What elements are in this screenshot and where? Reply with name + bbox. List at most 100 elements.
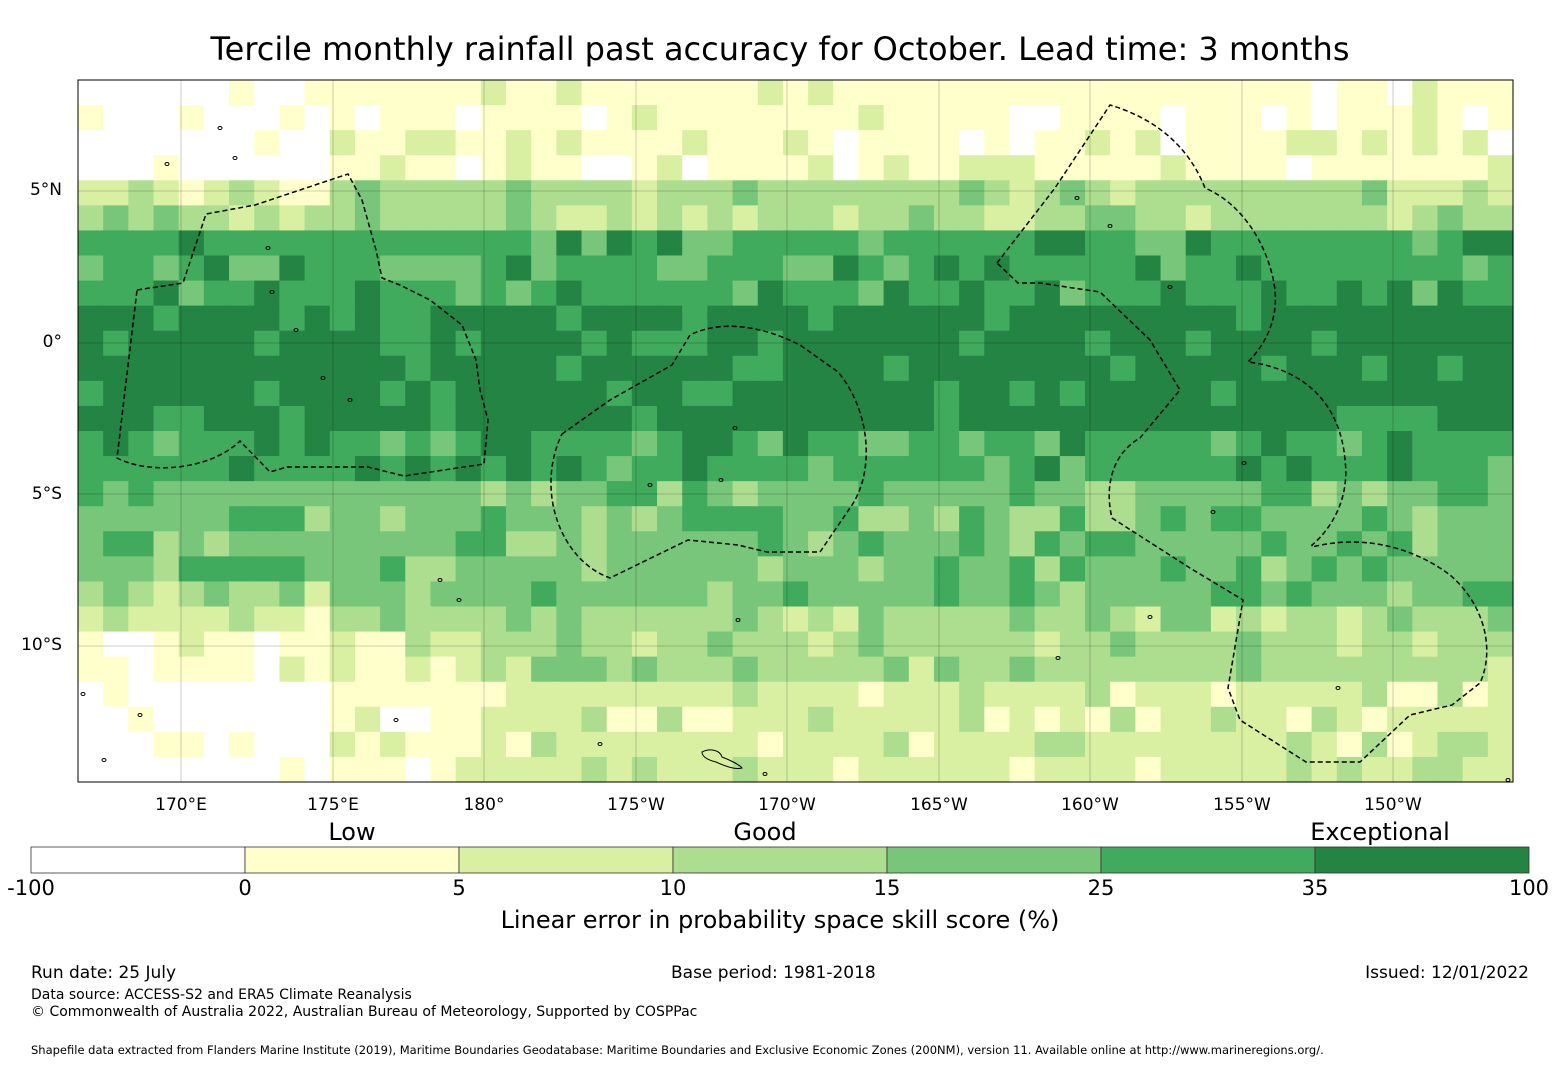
lat-label-5s: 5°S <box>31 484 62 504</box>
grid-cell <box>1311 431 1338 457</box>
grid-cell <box>1487 656 1514 683</box>
grid-cell <box>1160 581 1187 608</box>
grid-cell <box>1361 130 1388 156</box>
grid-cell <box>1034 230 1061 257</box>
grid-cell <box>430 355 457 382</box>
grid-cell <box>254 405 281 432</box>
grid-cell <box>430 155 457 181</box>
grid-cell <box>405 556 432 583</box>
grid-cell <box>883 380 910 407</box>
grid-cell <box>808 456 834 482</box>
grid-cell <box>254 180 281 206</box>
grid-cell <box>1286 380 1313 407</box>
grid-cell <box>1387 155 1413 181</box>
grid-cell <box>128 105 155 131</box>
grid-cell <box>505 80 532 106</box>
grid-cell <box>1487 230 1514 257</box>
grid-cell <box>1261 706 1288 733</box>
grid-cell <box>380 180 406 206</box>
grid-cell <box>455 330 482 357</box>
grid-cell <box>1412 80 1439 106</box>
grid-cell <box>1336 706 1363 733</box>
grid-cell <box>304 305 331 332</box>
grid-cell <box>78 481 104 507</box>
grid-cell <box>858 431 885 457</box>
grid-cell <box>908 255 935 282</box>
grid-cell <box>279 631 306 658</box>
grid-cell <box>1034 180 1061 206</box>
grid-cell <box>1110 456 1136 482</box>
grid-cell <box>78 205 104 232</box>
grid-cell <box>229 756 255 783</box>
grid-cell <box>959 506 985 532</box>
grid-cell <box>1210 631 1237 658</box>
grid-cell <box>103 130 129 156</box>
grid-cell <box>1135 731 1162 758</box>
grid-cell <box>1462 330 1489 357</box>
grid-cell <box>103 481 129 507</box>
grid-cell <box>279 205 306 232</box>
grid-cell <box>1311 355 1338 382</box>
grid-cell <box>203 405 230 432</box>
grid-cell <box>581 606 608 633</box>
grid-cell <box>1236 230 1262 257</box>
grid-cell <box>1387 230 1413 257</box>
grid-cell <box>1185 706 1212 733</box>
grid-cell <box>1462 506 1489 532</box>
grid-cell <box>1034 105 1061 131</box>
grid-cell <box>229 531 255 557</box>
grid-cell <box>1009 305 1036 332</box>
grid-cell <box>657 255 683 282</box>
grid-cell <box>1387 631 1413 658</box>
grid-cell <box>908 355 935 382</box>
grid-cell <box>959 656 985 683</box>
grid-cell <box>1286 731 1313 758</box>
grid-cell <box>1210 105 1237 131</box>
grid-cell <box>329 456 356 482</box>
grid-cell <box>1462 280 1489 307</box>
grid-cell <box>1487 380 1514 407</box>
grid-cell <box>1387 756 1413 783</box>
grid-cell <box>531 681 557 708</box>
grid-cell <box>153 456 180 482</box>
grid-cell <box>531 280 557 307</box>
grid-cell <box>1361 456 1388 482</box>
grid-cell <box>1135 506 1162 532</box>
grid-cell <box>405 205 432 232</box>
grid-cell <box>1311 105 1338 131</box>
grid-cell <box>455 355 482 382</box>
grid-cell <box>1034 506 1061 532</box>
grid-cell <box>1487 80 1514 106</box>
grid-cell <box>380 431 406 457</box>
grid-cell <box>1412 456 1439 482</box>
grid-cell <box>1387 606 1413 633</box>
grid-cell <box>606 380 633 407</box>
grid-cell <box>1110 631 1136 658</box>
lon-label-155w: 155°W <box>1213 795 1271 815</box>
grid-cell <box>1009 280 1036 307</box>
colorbar-tick: 25 <box>1087 876 1115 900</box>
island-outline <box>1210 510 1216 514</box>
grid-cell <box>808 681 834 708</box>
grid-cell <box>1336 305 1363 332</box>
grid-cell <box>1210 155 1237 181</box>
grid-cell <box>254 355 281 382</box>
grid-cell <box>883 481 910 507</box>
grid-cell <box>682 506 708 532</box>
grid-cell <box>279 80 306 106</box>
grid-cell <box>908 756 935 783</box>
grid-cell <box>229 380 255 407</box>
grid-cell <box>505 706 532 733</box>
colorbar-tick: 10 <box>659 876 687 900</box>
grid-cell <box>203 130 230 156</box>
grid-cell <box>254 581 281 608</box>
grid-cell <box>354 481 381 507</box>
grid-cell <box>78 255 104 282</box>
grid-cell <box>329 656 356 683</box>
grid-cell <box>883 180 910 206</box>
grid-cell <box>203 205 230 232</box>
grid-cell <box>1236 731 1262 758</box>
grid-cell <box>531 656 557 683</box>
grid-cell <box>984 330 1011 357</box>
grid-cell <box>732 130 759 156</box>
